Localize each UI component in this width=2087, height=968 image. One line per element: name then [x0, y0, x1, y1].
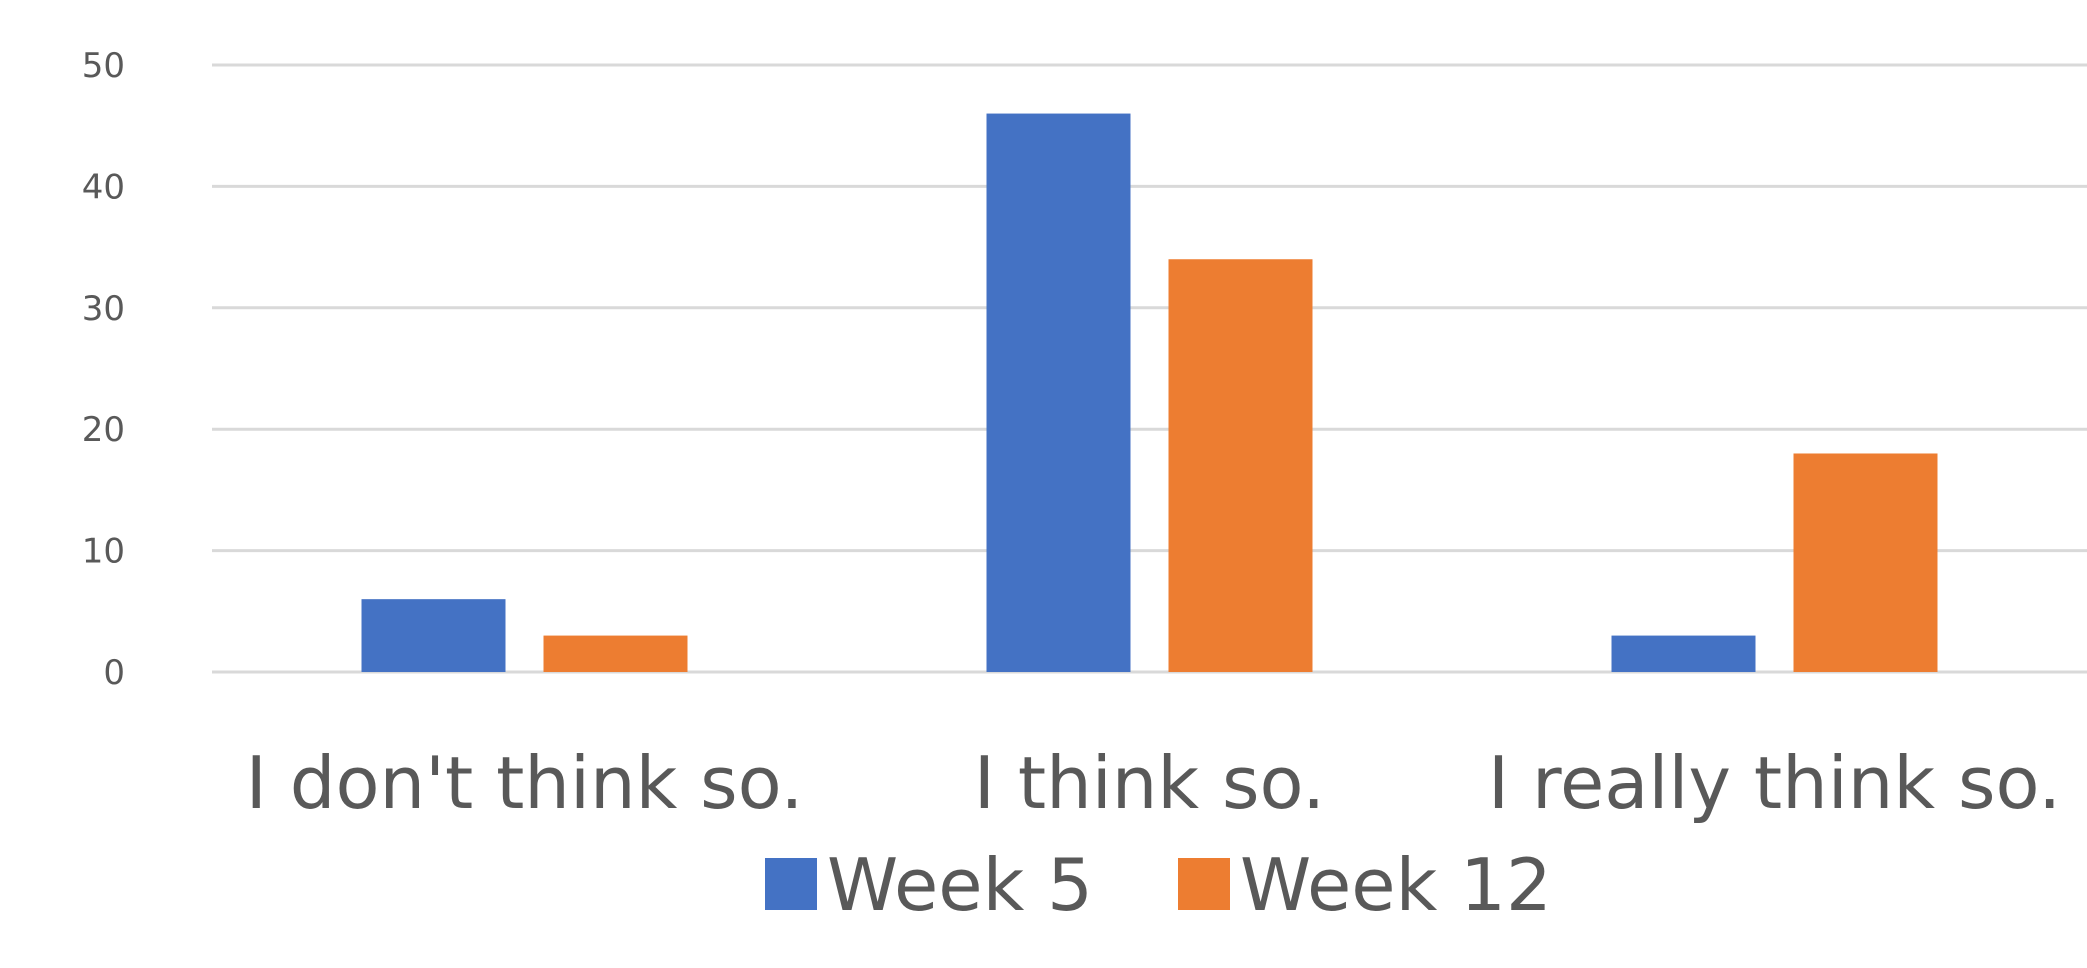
y-axis-tick-labels: 0 10 20 30 40 50	[82, 46, 125, 693]
bar-week-12-2	[1793, 453, 1938, 672]
y-tick-label: 0	[103, 653, 125, 693]
bar-week-5-1	[986, 113, 1131, 672]
legend-swatch-week-5	[765, 858, 817, 910]
x-category-label: I think so.	[974, 741, 1325, 825]
legend: Week 5 Week 12	[765, 843, 1552, 927]
x-category-label: I don't think so.	[246, 741, 804, 825]
legend-swatch-week-12	[1178, 858, 1230, 910]
legend-label: Week 5	[827, 843, 1093, 927]
y-tick-label: 30	[82, 289, 125, 329]
gridlines	[212, 63, 2087, 674]
x-axis-category-labels: I don't think so. I think so. I really thi…	[246, 741, 2062, 825]
bar-week-5-2	[1611, 635, 1756, 672]
y-tick-label: 50	[82, 46, 125, 86]
y-tick-label: 20	[82, 410, 125, 450]
x-category-label: I really think so.	[1488, 741, 2061, 825]
bar-week-12-1	[1168, 259, 1313, 672]
bars	[361, 113, 1938, 672]
bar-week-5-0	[361, 599, 506, 672]
legend-label: Week 12	[1240, 843, 1552, 927]
y-tick-label: 10	[82, 532, 125, 572]
y-tick-label: 40	[82, 167, 125, 207]
bar-week-12-0	[543, 635, 688, 672]
